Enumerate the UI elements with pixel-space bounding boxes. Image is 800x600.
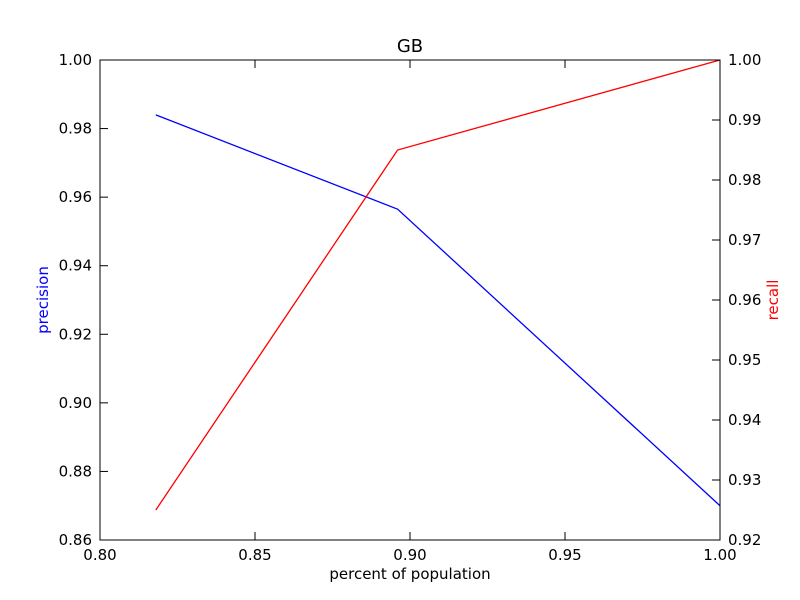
x-tick-label: 0.80 (83, 546, 116, 564)
right-y-axis-label: recall (764, 280, 782, 321)
left-y-tick-label: 0.90 (59, 394, 92, 412)
right-y-tick-label: 0.92 (728, 531, 761, 549)
right-y-tick-label: 0.97 (728, 231, 761, 249)
x-tick-label: 0.90 (393, 546, 426, 564)
right-y-axis-ticks: 0.92 0.93 0.94 0.95 0.96 0.97 0.98 0.99 1.00 (712, 51, 761, 549)
x-tick-label: 0.85 (238, 546, 271, 564)
right-y-tick-label: 0.93 (728, 471, 761, 489)
left-y-tick-label: 0.96 (59, 188, 92, 206)
left-y-tick-label: 0.88 (59, 462, 92, 480)
left-y-tick-label: 0.98 (59, 120, 92, 138)
left-y-tick-label: 0.86 (59, 531, 92, 549)
left-y-tick-label: 1.00 (59, 51, 92, 69)
series-lines (155, 59, 721, 511)
x-axis-ticks: 0.80 0.85 0.90 0.95 1.00 (83, 60, 737, 564)
chart-title: GB (397, 36, 423, 57)
x-tick-label: 0.95 (548, 546, 581, 564)
plot-frame (99, 59, 721, 541)
right-y-tick-label: 0.94 (728, 411, 761, 429)
right-y-tick-label: 0.99 (728, 111, 761, 129)
recall-line (155, 59, 721, 511)
x-tick-label: 1.00 (703, 546, 736, 564)
left-y-tick-label: 0.92 (59, 325, 92, 343)
left-y-axis-label: precision (34, 266, 52, 334)
right-y-tick-label: 0.95 (728, 351, 761, 369)
left-y-axis-ticks: 0.86 0.88 0.90 0.92 0.94 0.96 0.98 1.00 (59, 51, 108, 549)
precision-line (155, 114, 721, 507)
x-axis-label: percent of population (329, 565, 490, 583)
left-y-tick-label: 0.94 (59, 257, 92, 275)
right-y-tick-label: 0.98 (728, 171, 761, 189)
right-y-tick-label: 0.96 (728, 291, 761, 309)
right-y-tick-label: 1.00 (728, 51, 761, 69)
